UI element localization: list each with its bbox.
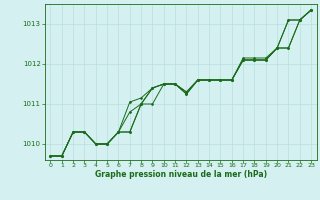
X-axis label: Graphe pression niveau de la mer (hPa): Graphe pression niveau de la mer (hPa) <box>95 170 267 179</box>
